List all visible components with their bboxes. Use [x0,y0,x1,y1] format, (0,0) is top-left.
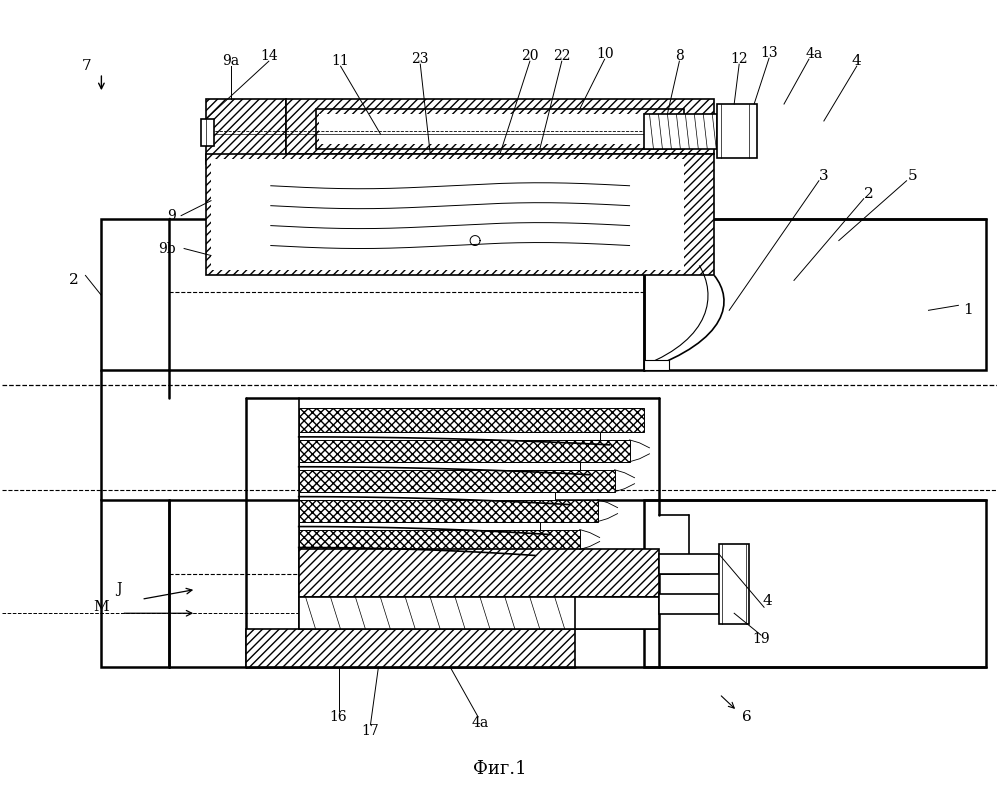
Text: 7: 7 [82,59,91,74]
Text: 1: 1 [963,304,973,317]
Text: M: M [94,600,109,614]
Text: 16: 16 [330,710,348,724]
Text: 9: 9 [168,209,176,223]
Polygon shape [299,530,579,550]
Text: 4: 4 [762,594,772,608]
Text: 2: 2 [864,187,873,201]
Text: 3: 3 [819,169,829,183]
Text: 4a: 4a [805,47,822,62]
Bar [101,219,169,370]
Polygon shape [206,99,286,164]
Bar [644,219,986,370]
Polygon shape [644,114,717,149]
Polygon shape [299,462,579,470]
Text: 20: 20 [521,50,538,63]
Polygon shape [299,470,614,491]
Text: 12: 12 [730,52,748,66]
Text: 23: 23 [412,52,429,66]
Bar [644,499,986,667]
Polygon shape [717,104,757,158]
Bar [319,114,679,144]
Text: 10: 10 [595,47,613,62]
Bar [101,499,169,667]
Polygon shape [206,154,714,276]
Text: 4a: 4a [472,716,489,729]
Text: 2: 2 [69,273,78,288]
Polygon shape [659,594,719,614]
Polygon shape [299,491,554,499]
Polygon shape [316,109,684,149]
Polygon shape [299,432,599,440]
Polygon shape [299,598,659,629]
Text: 8: 8 [675,50,683,63]
Polygon shape [299,499,597,522]
Text: 17: 17 [362,724,380,737]
Bar [644,360,669,370]
Polygon shape [299,440,629,462]
Text: 19: 19 [752,632,770,646]
Polygon shape [211,159,684,270]
Polygon shape [719,544,749,624]
Text: 5: 5 [908,169,917,183]
Text: 13: 13 [760,46,778,60]
Polygon shape [299,408,644,432]
Text: 4: 4 [852,54,861,68]
Polygon shape [299,550,659,598]
Text: 14: 14 [260,50,278,63]
Polygon shape [574,598,659,629]
Text: 22: 22 [553,50,570,63]
Text: 9a: 9a [223,54,240,68]
Polygon shape [659,555,719,574]
Text: 11: 11 [332,54,350,68]
Text: Фиг.1: Фиг.1 [474,760,526,777]
Text: 9b: 9b [159,241,176,256]
Polygon shape [299,522,539,530]
Polygon shape [246,629,574,667]
Text: 6: 6 [742,710,752,724]
Polygon shape [201,119,214,146]
Polygon shape [286,99,714,154]
Text: J: J [117,582,122,596]
